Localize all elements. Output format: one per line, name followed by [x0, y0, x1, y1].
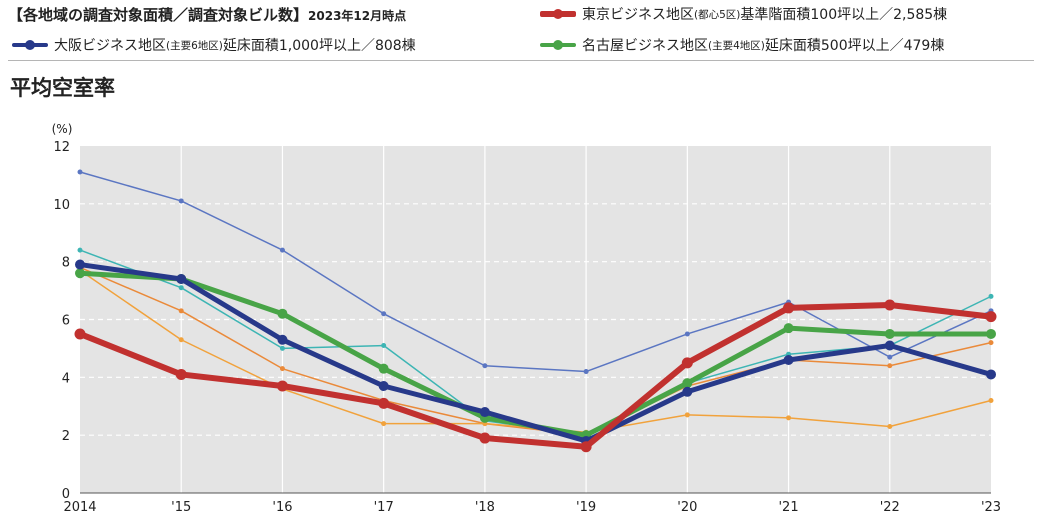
x-tick-label: '22: [880, 500, 900, 515]
data-point: [279, 247, 285, 253]
y-tick-label: 12: [53, 140, 70, 155]
data-point: [178, 285, 184, 291]
legend-suffix-osaka: 延床面積1,000坪以上／808棟: [222, 38, 416, 54]
legend-item-nagoya: 名古屋ビジネス地区 (主要4地区) 延床面積500坪以上／479棟: [540, 35, 944, 55]
legend-dot-nagoya: [553, 40, 563, 50]
y-tick-label: 4: [62, 371, 70, 386]
x-tick-label: '21: [778, 500, 798, 515]
legend-small-osaka: (主要6地区): [166, 39, 223, 52]
legend-prefix-osaka: 大阪ビジネス地区: [54, 38, 166, 54]
data-point: [583, 369, 589, 375]
data-point: [681, 357, 693, 369]
data-point: [985, 311, 997, 323]
data-point: [783, 323, 794, 334]
y-tick-label: 0: [62, 487, 70, 502]
data-point: [75, 259, 85, 270]
data-point: [986, 369, 996, 380]
data-point: [988, 340, 994, 346]
data-point: [986, 328, 996, 339]
data-point: [378, 381, 389, 392]
data-point: [580, 441, 592, 453]
data-point: [884, 328, 895, 339]
data-point: [74, 328, 86, 340]
data-point: [682, 378, 693, 389]
x-tick-label: '23: [981, 500, 1001, 515]
data-point: [988, 397, 994, 403]
legend-small-nagoya: (主要4地区): [708, 39, 765, 52]
data-point: [378, 397, 390, 409]
data-point: [786, 415, 792, 421]
data-point: [378, 363, 389, 374]
data-point: [277, 308, 288, 319]
data-point: [279, 345, 285, 351]
header-date: 2023年12月時点: [308, 9, 407, 23]
data-point: [884, 340, 895, 351]
data-point: [887, 423, 893, 429]
data-point: [884, 299, 896, 311]
data-point: [783, 354, 794, 365]
data-point: [75, 268, 85, 279]
x-tick-label: '16: [272, 500, 292, 515]
data-point: [684, 412, 690, 418]
data-point: [277, 334, 288, 345]
y-axis-unit: (%): [52, 122, 73, 136]
x-tick-label: '15: [171, 500, 191, 515]
data-point: [178, 337, 184, 343]
data-point: [178, 308, 184, 314]
series-東京ビジネス地区: [74, 299, 997, 453]
vacancy-rate-chart: 0 2 4 6 8 10 12 (%) 2014 '15 '16 '17 '18 '19 '20 '21 '22…: [52, 122, 1001, 515]
data-point: [479, 407, 490, 418]
header-title: 【各地域の調査対象面積／調査対象ビル数】2023年12月時点: [8, 4, 406, 25]
x-tick-label: '18: [475, 500, 495, 515]
data-point: [482, 363, 488, 369]
legend-item-tokyo: 東京ビジネス地区 (都心5区) 基準階面積100坪以上／2,585棟: [540, 4, 947, 24]
legend-swatch-osaka: [12, 38, 48, 52]
data-point: [276, 380, 288, 392]
data-point: [887, 363, 893, 369]
series-line: [77, 262, 994, 444]
data-point: [479, 432, 491, 444]
y-tick-label: 8: [62, 256, 70, 271]
legend-small-tokyo: (都心5区): [694, 8, 741, 21]
x-tick-label: '17: [374, 500, 394, 515]
header-title-text: 【各地域の調査対象面積／調査対象ビル数】: [8, 6, 309, 24]
data-point: [77, 169, 83, 175]
header-divider: [8, 60, 1034, 61]
chart-title: 平均空室率: [10, 76, 115, 100]
series-line: [77, 302, 994, 450]
series-line: [79, 266, 992, 436]
x-tick-label: '20: [677, 500, 697, 515]
data-point: [988, 293, 994, 299]
legend-prefix-nagoya: 名古屋ビジネス地区: [582, 38, 708, 54]
y-tick-label: 2: [62, 429, 70, 444]
data-point: [684, 331, 690, 337]
legend-swatch-tokyo: [540, 7, 576, 21]
data-point: [279, 366, 285, 372]
legend-suffix-nagoya: 延床面積500坪以上／479棟: [764, 38, 945, 54]
x-tick-label: 2014: [63, 500, 96, 515]
data-point: [381, 311, 387, 317]
legend-swatch-nagoya: [540, 38, 576, 52]
data-point: [381, 421, 387, 427]
legend-dot-osaka: [25, 40, 35, 50]
data-point: [178, 198, 184, 204]
data-point: [381, 343, 387, 349]
legend-suffix-tokyo: 基準階面積100坪以上／2,585棟: [740, 7, 948, 23]
data-point: [887, 354, 893, 360]
data-point: [77, 247, 83, 253]
y-tick-label: 6: [62, 314, 70, 329]
series-大阪ビジネス地区: [75, 259, 996, 446]
data-point: [176, 274, 187, 285]
y-tick-label: 10: [53, 198, 70, 213]
data-point: [783, 302, 795, 314]
legend-prefix-tokyo: 東京ビジネス地区: [582, 7, 694, 23]
data-point: [175, 368, 187, 380]
legend-dot-tokyo: [553, 9, 563, 19]
legend-item-osaka: 大阪ビジネス地区 (主要6地区) 延床面積1,000坪以上／808棟: [12, 35, 416, 55]
x-tick-label: '19: [576, 500, 596, 515]
data-point: [682, 386, 693, 397]
